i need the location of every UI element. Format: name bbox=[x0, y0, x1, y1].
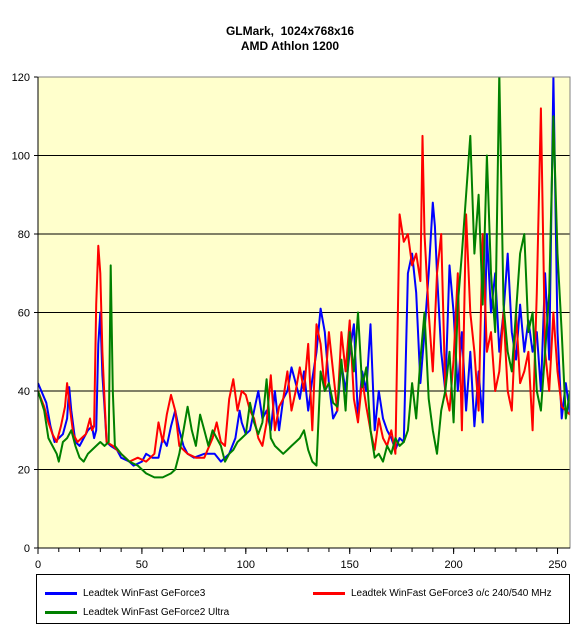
y-tick-label: 60 bbox=[18, 308, 30, 320]
legend-label-geforce3-oc: Leadtek WinFast GeForce3 o/c 240/540 MHz bbox=[351, 588, 552, 599]
x-tick-label: 250 bbox=[548, 559, 566, 571]
legend-item-geforce3: Leadtek WinFast GeForce3 bbox=[45, 588, 205, 600]
legend-item-geforce2-ultra: Leadtek WinFast GeForce2 Ultra bbox=[45, 607, 229, 619]
y-tick-label: 40 bbox=[18, 386, 30, 398]
legend: Leadtek WinFast GeForce3 Leadtek WinFast… bbox=[36, 574, 570, 624]
y-tick-label: 80 bbox=[18, 229, 30, 241]
y-tick-label: 20 bbox=[18, 465, 30, 477]
x-tick-label: 100 bbox=[237, 559, 255, 571]
legend-swatch-geforce3-oc bbox=[313, 591, 345, 595]
x-tick-label: 0 bbox=[35, 559, 41, 571]
x-tick-label: 50 bbox=[136, 559, 148, 571]
y-tick-label: 100 bbox=[12, 151, 30, 163]
x-tick-label: 150 bbox=[341, 559, 359, 571]
y-tick-label: 0 bbox=[24, 543, 30, 555]
legend-swatch-geforce2-ultra bbox=[45, 610, 77, 614]
chart-title-line-1: GLMark, 1024x768x16 bbox=[225, 24, 355, 38]
y-tick-label: 120 bbox=[12, 72, 30, 84]
line-chart: 0 20 40 60 80 100 120 0 50 100 150 200 250 bbox=[12, 72, 571, 571]
legend-label-geforce3: Leadtek WinFast GeForce3 bbox=[83, 588, 206, 599]
chart-title-line-2: AMD Athlon 1200 bbox=[240, 39, 340, 53]
legend-label-geforce2-ultra: Leadtek WinFast GeForce2 Ultra bbox=[83, 607, 230, 618]
legend-item-geforce3-oc: Leadtek WinFast GeForce3 o/c 240/540 MHz bbox=[313, 588, 552, 600]
chart-title: GLMark, 1024x768x16 AMD Athlon 1200 bbox=[0, 24, 580, 54]
series-line-2 bbox=[38, 77, 570, 479]
legend-swatch-geforce3 bbox=[45, 591, 77, 595]
x-tick-label: 200 bbox=[444, 559, 462, 571]
